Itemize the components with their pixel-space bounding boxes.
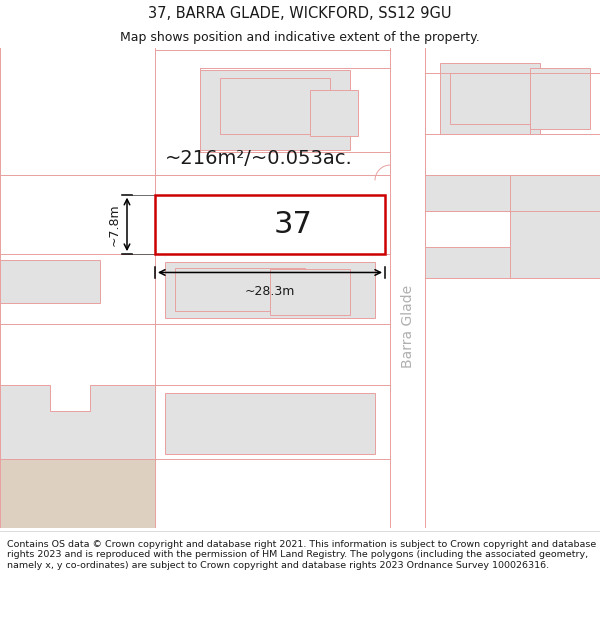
Text: Map shows position and indicative extent of the property.: Map shows position and indicative extent… bbox=[120, 31, 480, 44]
Text: Contains OS data © Crown copyright and database right 2021. This information is : Contains OS data © Crown copyright and d… bbox=[7, 540, 596, 569]
Text: ~216m²/~0.053ac.: ~216m²/~0.053ac. bbox=[165, 149, 353, 169]
Text: ~28.3m: ~28.3m bbox=[245, 285, 295, 298]
Bar bbox=[220, 78, 330, 134]
Bar bbox=[155, 195, 385, 254]
Bar bbox=[0, 459, 155, 528]
Bar bbox=[530, 68, 590, 129]
Text: ~7.8m: ~7.8m bbox=[108, 203, 121, 246]
Bar bbox=[175, 268, 305, 311]
Bar bbox=[450, 73, 530, 124]
Bar bbox=[310, 91, 358, 136]
Bar bbox=[165, 393, 375, 454]
Bar bbox=[0, 260, 100, 303]
Bar bbox=[270, 269, 350, 316]
Text: 37: 37 bbox=[274, 210, 313, 239]
Polygon shape bbox=[425, 48, 600, 176]
Bar bbox=[200, 70, 350, 150]
Text: Barra Glade: Barra Glade bbox=[401, 285, 415, 368]
Bar bbox=[440, 63, 540, 134]
Polygon shape bbox=[425, 176, 600, 278]
Bar bbox=[165, 262, 375, 319]
Polygon shape bbox=[0, 385, 155, 459]
Text: 37, BARRA GLADE, WICKFORD, SS12 9GU: 37, BARRA GLADE, WICKFORD, SS12 9GU bbox=[148, 6, 452, 21]
